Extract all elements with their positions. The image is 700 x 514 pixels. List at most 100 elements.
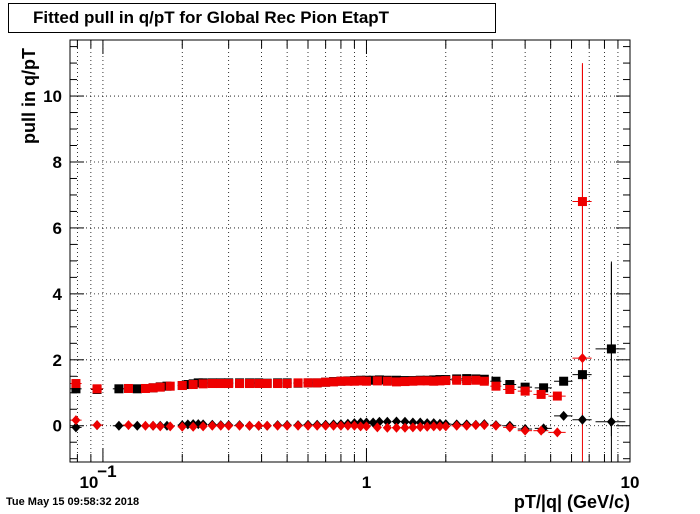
data-point-diamond	[382, 416, 392, 427]
data-point-square	[123, 383, 133, 393]
data-point-diamond	[262, 420, 272, 431]
data-point-diamond	[235, 420, 245, 431]
data-point-square	[441, 376, 451, 386]
x-axis-title: pT/|q| (GeV/c)	[514, 492, 630, 512]
data-point-square	[391, 377, 401, 387]
data-point-square	[165, 381, 175, 391]
data-point-diamond	[71, 422, 81, 433]
data-point-square	[536, 389, 546, 399]
data-point-diamond	[606, 416, 616, 427]
data-point-square	[321, 377, 331, 387]
data-point-square	[207, 379, 217, 389]
y-axis-title: pull in q/pT	[19, 48, 39, 144]
data-point-square	[505, 384, 515, 394]
data-point-square	[349, 376, 359, 386]
data-point-diamond	[422, 421, 432, 432]
data-point-square	[92, 384, 102, 394]
data-point-diamond	[479, 420, 489, 431]
data-point-diamond	[577, 414, 587, 425]
data-point-square	[400, 377, 410, 387]
y-tick-label: 2	[53, 351, 62, 370]
data-point-diamond	[400, 422, 410, 433]
data-point-diamond	[148, 420, 158, 431]
data-point-square	[356, 376, 366, 386]
data-point-square	[282, 379, 292, 389]
data-point-square	[148, 383, 158, 393]
data-point-diamond	[282, 420, 292, 431]
data-point-diamond	[435, 421, 445, 432]
plot-frame	[69, 39, 631, 463]
axis-ticks	[70, 40, 631, 462]
data-point-diamond	[336, 420, 346, 431]
data-point-diamond	[273, 420, 283, 431]
data-point-diamond	[520, 425, 530, 436]
data-point-diamond	[372, 422, 382, 433]
data-point-square	[155, 382, 165, 392]
data-point-square	[336, 376, 346, 386]
data-point-square	[235, 379, 245, 389]
data-point-diamond	[155, 421, 165, 432]
data-point-square	[520, 386, 530, 396]
data-point-diamond	[165, 421, 175, 432]
data-point-square	[577, 197, 587, 207]
grid-lines	[70, 40, 631, 462]
data-point-square	[462, 376, 472, 386]
x-tick-label: 1	[362, 473, 371, 492]
data-point-diamond	[140, 420, 150, 431]
data-point-diamond	[177, 421, 187, 432]
data-point-diamond	[329, 420, 339, 431]
data-point-diamond	[552, 427, 562, 438]
data-point-diamond	[312, 420, 322, 431]
data-point-diamond	[471, 420, 481, 431]
data-point-diamond	[361, 421, 371, 432]
data-point-square	[188, 380, 198, 390]
data-point-square	[539, 383, 549, 393]
data-point-square	[452, 375, 462, 385]
data-point-square	[479, 376, 489, 386]
timestamp: Tue May 15 09:58:32 2018	[6, 496, 140, 508]
data-point-diamond	[441, 421, 451, 432]
data-point-square	[606, 344, 616, 354]
chart-title: Fitted pull in q/pT for Global Rec Pion …	[33, 8, 390, 27]
data-point-diamond	[559, 410, 569, 421]
data-point-square	[422, 376, 432, 386]
data-point-diamond	[577, 353, 587, 364]
data-point-square	[559, 376, 569, 386]
data-point-square	[552, 391, 562, 401]
data-point-diamond	[452, 420, 462, 431]
data-point-diamond	[245, 420, 255, 431]
data-point-square	[312, 378, 322, 388]
chart-title-box: Fitted pull in q/pT for Global Rec Pion …	[8, 3, 496, 33]
x-tick-label-exponent: −1	[97, 462, 116, 481]
data-point-square	[329, 377, 339, 387]
data-point-square	[114, 384, 124, 394]
y-tick-label: 6	[53, 219, 62, 238]
data-point-square	[471, 375, 481, 385]
data-point-square	[198, 379, 208, 389]
y-tick-label: 0	[53, 417, 62, 436]
data-point-diamond	[391, 416, 401, 427]
data-point-square	[429, 376, 439, 386]
y-tick-label: 10	[43, 87, 62, 106]
data-point-square	[491, 376, 501, 386]
data-point-diamond	[343, 420, 353, 431]
data-point-diamond	[123, 420, 133, 431]
data-point-diamond	[92, 420, 102, 431]
data-point-diamond	[415, 422, 425, 433]
data-point-square	[435, 376, 445, 386]
data-point-diamond	[462, 420, 472, 431]
data-point-diamond	[303, 420, 313, 431]
data-point-diamond	[71, 415, 81, 426]
x-tick-label: 10	[621, 473, 640, 492]
data-point-diamond	[400, 416, 410, 427]
data-point-square	[216, 379, 226, 389]
data-point-diamond	[132, 420, 142, 431]
data-point-diamond	[198, 421, 208, 432]
data-point-square	[505, 380, 515, 390]
data-point-square	[245, 379, 255, 389]
data-point-square	[254, 379, 264, 389]
data-point-diamond	[188, 421, 198, 432]
data-point-diamond	[114, 420, 124, 431]
